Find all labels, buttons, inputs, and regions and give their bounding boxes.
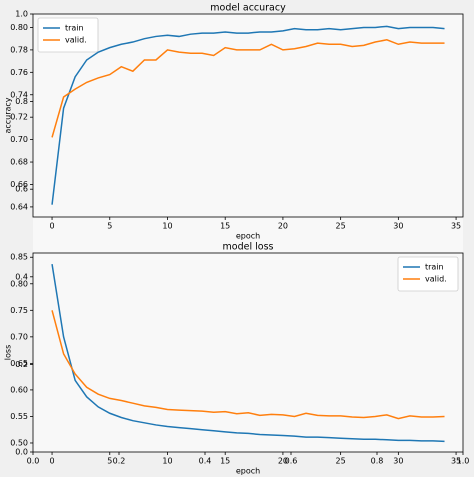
line bbox=[51, 39, 445, 138]
legend-label: train bbox=[425, 263, 444, 272]
x-tick-label: 0 bbox=[50, 222, 55, 231]
x-axis-label: epoch bbox=[236, 467, 260, 476]
y-tick-label: 1.0 bbox=[15, 10, 28, 19]
x-tick-label: 35 bbox=[451, 457, 461, 466]
y-tick-label: 0.70 bbox=[10, 135, 28, 144]
x-tick-label: 30 bbox=[393, 457, 403, 466]
x-tick-label: 1.0 bbox=[457, 457, 470, 466]
chart-title: model loss bbox=[223, 242, 274, 253]
x-axis-label: epoch bbox=[236, 232, 260, 241]
x-tick-label: 15 bbox=[220, 222, 230, 231]
y-tick-label: 0.85 bbox=[10, 253, 28, 262]
y-tick-label: 0.68 bbox=[10, 158, 28, 167]
y-tick-label: 0.50 bbox=[10, 438, 28, 447]
y-tick-label: 0.60 bbox=[10, 385, 28, 394]
x-tick-label: 20 bbox=[278, 457, 288, 466]
legend-label: valid. bbox=[425, 275, 447, 284]
line bbox=[51, 264, 445, 443]
x-tick-label: 0.4 bbox=[199, 457, 212, 466]
x-tick-label: 5 bbox=[107, 457, 112, 466]
x-tick-label: 25 bbox=[336, 222, 346, 231]
y-tick-label: 0.6 bbox=[15, 185, 28, 194]
y-tick-label: 0.66 bbox=[10, 180, 28, 189]
legend-label: train bbox=[65, 24, 84, 33]
y-axis-label: accuracy bbox=[4, 97, 13, 133]
x-tick-label: 35 bbox=[451, 222, 461, 231]
y-tick-label: 0.55 bbox=[10, 412, 28, 421]
line bbox=[51, 310, 445, 420]
x-tick-label: 5 bbox=[107, 222, 112, 231]
y-tick-label: 0.78 bbox=[10, 45, 28, 54]
legend bbox=[397, 256, 459, 292]
y-tick-label: 0.80 bbox=[10, 279, 28, 288]
x-tick-label: 0 bbox=[50, 457, 55, 466]
x-tick-label: 15 bbox=[220, 457, 230, 466]
y-axis-label: loss bbox=[4, 345, 13, 360]
plot-area bbox=[32, 13, 464, 218]
y-tick-label: 0.72 bbox=[10, 113, 28, 122]
line bbox=[51, 25, 445, 205]
legend bbox=[37, 17, 99, 53]
x-tick-label: 0.6 bbox=[285, 457, 298, 466]
y-tick-label: 0.64 bbox=[10, 202, 28, 211]
x-tick-label: 0.0 bbox=[27, 457, 40, 466]
x-tick-label: 0.8 bbox=[371, 457, 384, 466]
y-tick-label: 0.74 bbox=[10, 90, 28, 99]
plot-area bbox=[32, 252, 464, 453]
x-tick-label: 30 bbox=[393, 222, 403, 231]
y-tick-label: 0.2 bbox=[15, 360, 28, 369]
y-tick-label: 0.70 bbox=[10, 332, 28, 341]
legend-label: valid. bbox=[65, 36, 87, 45]
y-tick-label: 0.8 bbox=[15, 97, 28, 106]
x-tick-label: 0.2 bbox=[113, 457, 126, 466]
x-tick-label: 25 bbox=[336, 457, 346, 466]
x-tick-label: 20 bbox=[278, 222, 288, 231]
y-tick-label: 0.76 bbox=[10, 68, 28, 77]
y-tick-label: 0.4 bbox=[15, 272, 28, 281]
y-tick-label: 0.65 bbox=[10, 359, 28, 368]
x-tick-label: 10 bbox=[162, 457, 172, 466]
y-tick-label: 0.80 bbox=[10, 23, 28, 32]
x-tick-label: 10 bbox=[162, 222, 172, 231]
y-tick-label: 0.75 bbox=[10, 306, 28, 315]
chart-title: model accuracy bbox=[210, 3, 286, 14]
y-tick-label: 0.0 bbox=[15, 448, 28, 457]
